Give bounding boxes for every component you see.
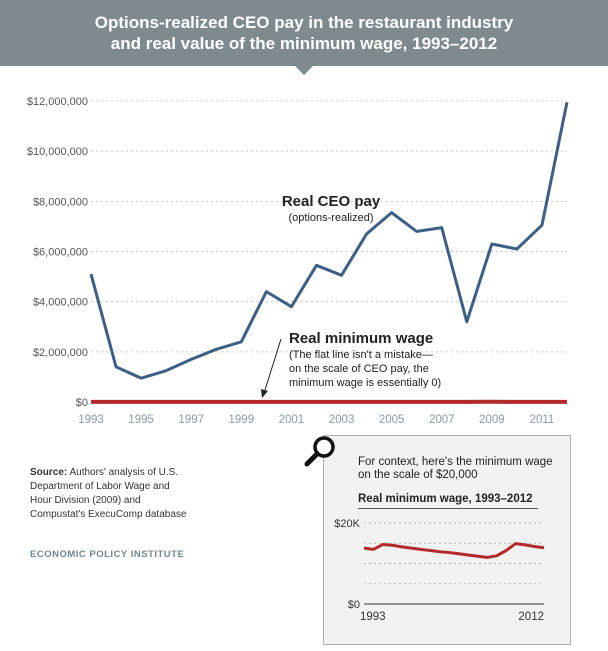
x-tick-label: 2001 [279,414,305,426]
inset-y-tick-label: $20K [334,518,360,530]
source-text: Authors' analysis of U.S. Department of … [30,467,187,520]
annotation-arrowhead [261,389,268,398]
x-tick-label: 2003 [329,414,355,426]
annotation-arrow-line [264,338,282,391]
title-line-1: Options-realized CEO pay in the restaura… [94,13,514,32]
y-tick-label: $0 [76,397,88,409]
ceo-label: Real CEO pay [282,193,381,210]
y-tick-label: $10,000,000 [27,146,88,158]
x-tick-label: 1993 [78,414,104,426]
source-note: Source: Authors' analysis of U.S. Depart… [30,466,190,522]
x-tick-label: 2007 [429,414,455,426]
x-tick-label: 1995 [128,414,154,426]
min-wage-note-2: on the scale of CEO pay, the [289,363,429,375]
x-tick-label: 2005 [379,414,405,426]
y-tick-label: $12,000,000 [27,96,88,108]
title-line-2: and real value of the minimum wage, 1993… [110,34,498,53]
min-wage-note-3: minimum wage is essentially 0) [289,377,441,389]
inset-min-wage-line [363,542,545,559]
x-tick-label: 1999 [229,414,255,426]
x-tick-label: 2009 [479,414,505,426]
header-notch [295,66,313,75]
ceo-sublabel: (options-realized) [289,212,374,224]
y-tick-label: $8,000,000 [33,196,88,208]
ceo-pay-line [89,101,569,380]
source-prefix: Source: [30,467,68,478]
inset-title: Real minimum wage, 1993–2012 [358,493,538,509]
inset-y-tick-label: $0 [348,599,360,611]
min-wage-label: Real minimum wage [289,330,433,347]
inset-context-text: For context, here's the minimum wage on … [358,456,553,481]
x-tick-label: 1997 [178,414,204,426]
y-tick-label: $2,000,000 [33,347,88,359]
magnifier-icon [304,436,335,467]
y-tick-label: $6,000,000 [33,247,88,259]
credit: ECONOMIC POLICY INSTITUTE [30,549,185,560]
chart-header: Options-realized CEO pay in the restaura… [0,0,608,66]
inset-x-tick-label: 1993 [360,611,386,623]
inset-panel: For context, here's the minimum wage on … [323,435,571,645]
y-tick-label: $4,000,000 [33,297,88,309]
inset-x-tick-label: 2012 [518,611,544,623]
min-wage-note-1: (The flat line isn't a mistake— [289,349,433,361]
main-chart: $0 $2,000,000 $4,000,000 $6,000,000 $8,000,0… [27,96,569,426]
x-tick-label: 2011 [530,414,555,426]
